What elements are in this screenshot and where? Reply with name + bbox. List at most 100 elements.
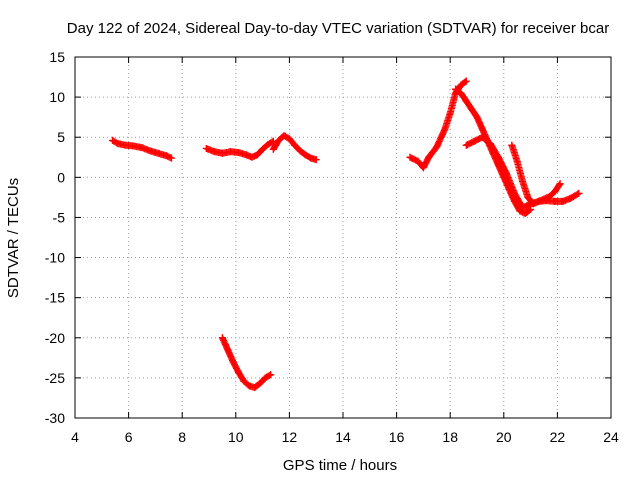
data-point bbox=[478, 125, 486, 133]
x-tick-label: 4 bbox=[71, 429, 79, 445]
y-tick-label: -10 bbox=[45, 250, 65, 266]
data-point bbox=[146, 147, 154, 155]
data-point bbox=[486, 140, 494, 148]
data-point bbox=[540, 195, 548, 203]
data-point bbox=[529, 200, 537, 208]
x-tick-label: 14 bbox=[335, 429, 351, 445]
data-point bbox=[259, 145, 267, 153]
data-point bbox=[524, 193, 532, 201]
data-point bbox=[519, 204, 527, 212]
data-point bbox=[446, 109, 454, 117]
data-point bbox=[508, 141, 516, 149]
data-point bbox=[218, 149, 226, 157]
data-point bbox=[551, 188, 559, 196]
y-tick-label: 0 bbox=[57, 169, 65, 185]
data-point bbox=[226, 148, 234, 156]
data-point bbox=[473, 113, 481, 121]
x-tick-label: 6 bbox=[125, 429, 133, 445]
data-point bbox=[556, 180, 564, 188]
data-point bbox=[218, 334, 226, 342]
series-arc-2 bbox=[202, 137, 277, 161]
y-tick-label: -30 bbox=[45, 410, 65, 426]
data-point bbox=[567, 194, 575, 202]
data-point bbox=[280, 132, 288, 140]
y-tick-label: 10 bbox=[49, 89, 65, 105]
x-tick-label: 20 bbox=[496, 429, 512, 445]
data-point bbox=[312, 156, 320, 164]
data-point bbox=[307, 154, 315, 162]
data-point bbox=[245, 382, 253, 390]
data-point bbox=[462, 141, 470, 149]
data-point bbox=[406, 153, 414, 161]
data-series-group bbox=[109, 77, 583, 392]
data-point bbox=[521, 209, 529, 217]
series-arc-1 bbox=[109, 136, 175, 162]
data-point bbox=[167, 154, 175, 162]
data-point bbox=[261, 374, 269, 382]
data-point bbox=[210, 148, 218, 156]
x-tick-label: 18 bbox=[442, 429, 458, 445]
data-point bbox=[202, 144, 210, 152]
data-point bbox=[109, 136, 117, 144]
data-point bbox=[494, 153, 502, 161]
data-point bbox=[452, 85, 460, 93]
data-point bbox=[414, 157, 422, 165]
data-point bbox=[575, 189, 583, 197]
data-point bbox=[457, 81, 465, 89]
data-point bbox=[470, 137, 478, 145]
x-tick-label: 8 bbox=[178, 429, 186, 445]
data-point bbox=[251, 384, 259, 392]
data-point bbox=[130, 142, 138, 150]
data-point bbox=[457, 89, 465, 97]
data-point bbox=[545, 193, 553, 201]
data-point bbox=[559, 197, 567, 205]
data-point bbox=[425, 153, 433, 161]
data-point bbox=[154, 149, 162, 157]
y-axis-ticks: -30 -25 -20 -15 -10 -5 0 5 10 15 bbox=[45, 49, 611, 426]
data-point bbox=[419, 164, 427, 172]
data-point bbox=[248, 153, 256, 161]
data-point bbox=[285, 135, 293, 143]
y-tick-label: 15 bbox=[49, 49, 65, 65]
data-point bbox=[264, 140, 272, 148]
data-point bbox=[234, 148, 242, 156]
data-point bbox=[462, 77, 470, 85]
data-point bbox=[301, 151, 309, 159]
data-point bbox=[502, 169, 510, 177]
data-point bbox=[253, 151, 261, 159]
x-axis-ticks: 4 6 8 10 12 14 16 18 20 22 24 bbox=[71, 57, 619, 445]
series-arc-8 bbox=[508, 141, 564, 208]
x-tick-label: 10 bbox=[228, 429, 244, 445]
y-axis-label: SDTVAR / TECUs bbox=[5, 178, 22, 298]
y-tick-label: 5 bbox=[57, 129, 65, 145]
y-tick-label: -5 bbox=[53, 209, 66, 225]
data-point bbox=[535, 197, 543, 205]
data-point bbox=[513, 157, 521, 165]
grid-lines bbox=[75, 57, 611, 418]
data-point bbox=[291, 141, 299, 149]
data-point bbox=[256, 380, 264, 388]
series-arc-3 bbox=[269, 132, 320, 164]
chart-title: Day 122 of 2024, Sidereal Day-to-day VTE… bbox=[67, 20, 609, 37]
data-point bbox=[468, 105, 476, 113]
data-point bbox=[229, 358, 237, 366]
data-point bbox=[478, 133, 486, 141]
data-point bbox=[224, 346, 232, 354]
x-axis-label: GPS time / hours bbox=[283, 457, 397, 474]
series-arc-7 bbox=[462, 133, 583, 212]
x-tick-label: 12 bbox=[282, 429, 298, 445]
y-tick-label: -25 bbox=[45, 370, 65, 386]
data-point bbox=[519, 177, 527, 185]
series-trace bbox=[218, 334, 275, 392]
data-point bbox=[462, 97, 470, 105]
data-point bbox=[275, 136, 283, 144]
data-point bbox=[240, 377, 248, 385]
y-tick-label: -15 bbox=[45, 290, 65, 306]
data-point bbox=[296, 147, 304, 155]
y-tick-label: -20 bbox=[45, 330, 65, 346]
data-point bbox=[511, 189, 519, 197]
x-tick-label: 24 bbox=[603, 429, 619, 445]
data-point bbox=[551, 197, 559, 205]
